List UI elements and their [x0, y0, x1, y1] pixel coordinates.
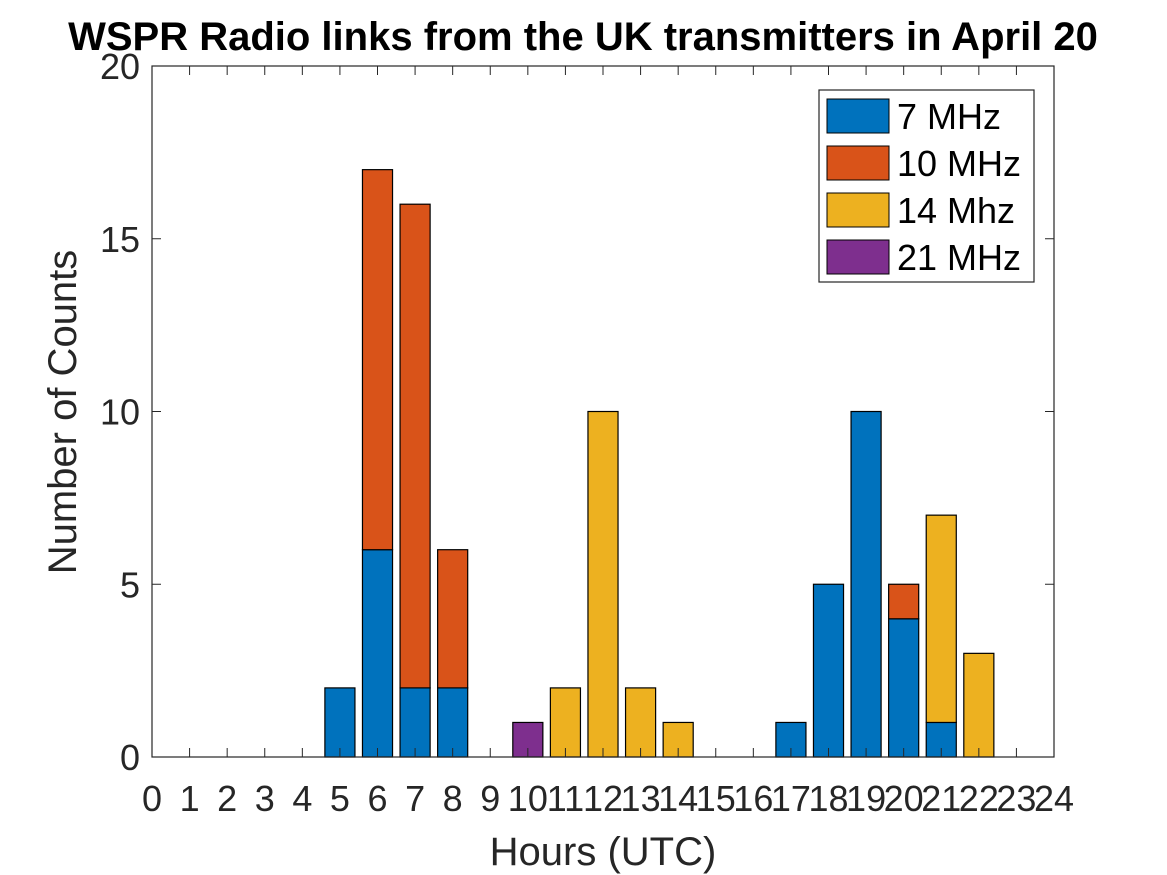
legend-swatch: [826, 239, 890, 275]
x-tick-label: 6: [367, 778, 387, 819]
bar-8-series-1: [437, 549, 469, 689]
axes-frame: [151, 65, 1055, 758]
x-tick-label: 5: [330, 778, 350, 819]
y-tick-label: 20: [100, 46, 140, 87]
bar-11-series-2: [549, 687, 582, 758]
x-tick-label: 1: [180, 778, 200, 819]
bar-5-series-0: [324, 687, 356, 758]
x-tick-label: 3: [255, 778, 275, 819]
x-tick-label: 16: [733, 778, 773, 819]
legend-label: 10 MHz: [897, 143, 1021, 184]
bar-20-series-1: [888, 583, 920, 620]
x-axis-label: Hours (UTC): [490, 830, 717, 874]
y-tick-label: 15: [100, 219, 140, 260]
bar-20-series-0: [888, 618, 920, 758]
y-tick-label: 5: [120, 564, 140, 605]
x-tick-label: 0: [142, 778, 162, 819]
x-tick-label: 15: [696, 778, 736, 819]
x-tick-label: 23: [996, 778, 1036, 819]
x-tick-label: 13: [621, 778, 661, 819]
x-tick-label: 18: [808, 778, 848, 819]
legend-swatch: [826, 192, 890, 228]
x-tick-label: 24: [1034, 778, 1074, 819]
y-tick-labels: 0 5 10 15 20: [100, 46, 140, 778]
y-tick-label: 0: [120, 737, 140, 778]
bar-8-series-0: [437, 687, 469, 758]
bar-7-series-1: [399, 203, 431, 689]
bar-7-series-0: [399, 687, 431, 758]
bar-13-series-2: [624, 687, 657, 758]
legend-swatch: [826, 98, 890, 134]
y-axis-label: Number of Counts: [41, 250, 85, 575]
legend-label: 14 Mhz: [897, 190, 1015, 231]
y-tick-label: 10: [100, 392, 140, 433]
bar-6-series-1: [361, 169, 394, 551]
bars-group: [324, 169, 995, 758]
x-tick-label: 8: [443, 778, 463, 819]
x-tick-label: 7: [405, 778, 425, 819]
legend-label: 21 MHz: [897, 237, 1021, 278]
legend-swatch: [826, 145, 890, 181]
x-tick-label: 17: [771, 778, 811, 819]
bar-19-series-0: [850, 410, 882, 758]
x-tick-label: 9: [480, 778, 500, 819]
x-tick-label: 22: [959, 778, 999, 819]
x-tick-label: 19: [846, 778, 886, 819]
x-tick-label: 4: [292, 778, 312, 819]
bar-21-series-2: [925, 514, 957, 724]
x-tick-label: 12: [583, 778, 623, 819]
bar-18-series-0: [812, 583, 845, 758]
bar-6-series-0: [361, 549, 394, 758]
x-tick-label: 11: [547, 778, 584, 819]
x-tick-label: 21: [921, 778, 961, 819]
x-tick-label: 14: [658, 778, 698, 819]
x-tick-label: 20: [884, 778, 924, 819]
legend: 7 MHz 10 MHz 14 Mhz 21 MHz: [818, 89, 1035, 283]
legend-label: 7 MHz: [897, 96, 1001, 137]
x-tick-label: 10: [508, 778, 548, 819]
x-tick-label: 2: [217, 778, 237, 819]
chart-title: WSPR Radio links from the UK transmitter…: [68, 15, 1098, 59]
bar-22-series-2: [963, 652, 995, 758]
bar-12-series-2: [587, 410, 619, 758]
